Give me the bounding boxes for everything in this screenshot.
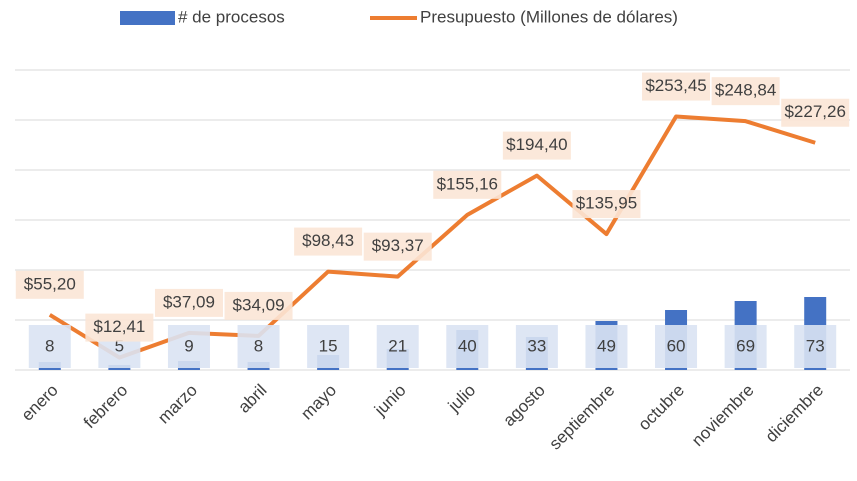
x-tick-label: mayo	[297, 381, 340, 424]
data-label: $93,37	[372, 236, 424, 255]
data-label-box	[642, 72, 711, 101]
data-label: 8	[254, 336, 263, 355]
data-label-box	[363, 232, 432, 261]
x-tick-label: abril	[234, 381, 270, 417]
data-label: $135,95	[576, 194, 637, 213]
data-label: 60	[667, 336, 686, 355]
x-tick-label: septiembre	[546, 381, 619, 454]
data-label: 49	[597, 336, 616, 355]
data-label: $227,26	[784, 102, 845, 121]
data-label-box	[724, 325, 767, 368]
data-label-box	[585, 325, 628, 368]
data-label: $34,09	[233, 295, 285, 314]
data-label: $55,20	[24, 274, 76, 293]
data-label-box	[711, 77, 780, 106]
x-tick-label: noviembre	[688, 381, 758, 451]
x-tick-label: julio	[444, 381, 480, 417]
data-label: $253,45	[645, 76, 706, 95]
line	[48, 114, 816, 360]
data-label-box	[294, 227, 363, 256]
data-label: $194,40	[506, 135, 567, 154]
data-label-box	[376, 325, 419, 368]
data-label: $37,09	[163, 292, 215, 311]
data-label: $12,41	[93, 317, 145, 336]
data-label: 33	[527, 336, 546, 355]
data-label-box	[154, 288, 223, 317]
data-label-box	[515, 325, 558, 368]
x-tick-label: marzo	[154, 381, 201, 428]
data-label-box	[794, 325, 837, 368]
data-label: 9	[184, 336, 193, 355]
data-label-box	[85, 313, 154, 342]
data-label-box	[15, 270, 84, 299]
data-label: 73	[806, 336, 825, 355]
data-label: $98,43	[302, 231, 354, 250]
data-label: $155,16	[437, 174, 498, 193]
data-label-box	[167, 325, 210, 368]
data-label-box	[28, 325, 71, 368]
data-label-box	[433, 170, 502, 199]
x-tick-label: agosto	[499, 381, 549, 431]
data-label-box	[781, 98, 850, 127]
x-tick-label: junio	[370, 381, 410, 421]
x-tick-label: diciembre	[762, 381, 828, 447]
data-label: 40	[458, 336, 477, 355]
data-label-box	[502, 131, 571, 160]
legend-label: # de procesos	[178, 7, 285, 26]
data-label: 8	[45, 336, 54, 355]
data-label-box	[224, 291, 293, 320]
data-label-box	[572, 190, 641, 219]
x-tick-label: octubre	[635, 381, 689, 435]
data-label: $248,84	[715, 81, 776, 100]
data-label-box	[237, 325, 280, 368]
data-label: 15	[319, 336, 338, 355]
data-label-box	[307, 325, 350, 368]
data-label-box	[446, 325, 489, 368]
data-label: 69	[736, 336, 755, 355]
x-tick-label: febrero	[80, 381, 132, 433]
legend-label: Presupuesto (Millones de dólares)	[420, 7, 678, 26]
data-label: 21	[388, 336, 407, 355]
data-label-box	[655, 325, 698, 368]
data-label: 5	[115, 336, 124, 355]
x-tick-label: enero	[18, 381, 62, 425]
legend-swatch	[120, 11, 175, 25]
